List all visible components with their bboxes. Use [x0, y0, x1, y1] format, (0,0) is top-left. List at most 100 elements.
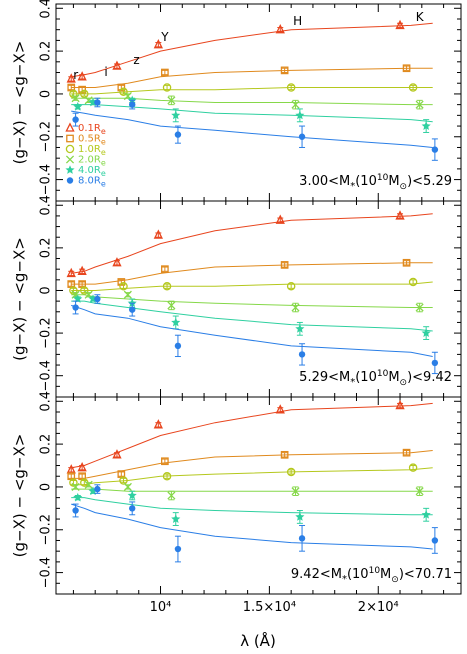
data-point	[119, 87, 128, 97]
panel-3: 0.4 0.2 0 −0.2 −0.4 (g−X) − <g−X> 9.42<M*(1010…	[11, 391, 462, 595]
legend-marker	[65, 165, 75, 174]
data-point	[162, 471, 172, 481]
panel-1: 0.4 0.2 0 −0.2 −0.4 (g−X) − <g−X> 3.00<M*(1010…	[11, 0, 462, 202]
data-point	[171, 514, 181, 523]
series-0.5Re	[67, 64, 433, 94]
data-point	[275, 404, 285, 414]
annotation-part: 9.42<M	[291, 567, 342, 582]
series-8.0Re	[71, 484, 439, 563]
legend-marker	[66, 134, 74, 143]
data-point	[174, 342, 182, 350]
data-point	[73, 101, 83, 111]
series-0.5Re	[67, 258, 433, 288]
model-line	[71, 450, 433, 479]
model-line	[71, 67, 433, 88]
data-point	[421, 328, 431, 337]
y-tick-label: 0.4	[39, 195, 54, 216]
data-point	[286, 83, 296, 92]
panel-frame	[55, 200, 462, 398]
legend-subscript: e	[101, 169, 106, 178]
data-point	[431, 146, 439, 153]
band-label-z: z	[133, 53, 139, 67]
data-point	[171, 110, 181, 120]
data-point	[123, 290, 132, 299]
annotation-part: *	[350, 377, 355, 388]
data-point	[402, 448, 411, 457]
data-point	[117, 83, 126, 92]
legend-marker	[66, 177, 74, 184]
data-point	[421, 121, 431, 130]
data-point	[72, 304, 79, 311]
legend-subscript: e	[101, 159, 106, 168]
annotation-part: ⊙	[400, 182, 408, 192]
annotation-part: )<70.71	[399, 567, 452, 582]
y-tick-label: −0.4	[39, 360, 54, 392]
data-point	[167, 491, 176, 500]
data-point	[112, 449, 122, 459]
legend-label: 2.0Re	[78, 155, 106, 168]
legend-marker	[65, 144, 75, 154]
data-point	[129, 505, 136, 512]
band-label-i: i	[104, 65, 107, 79]
data-point	[280, 66, 289, 75]
annotation-part: (10	[355, 370, 377, 385]
band-label-r: r	[73, 68, 78, 82]
series-8.0Re	[71, 294, 439, 375]
y-tick-label: 0	[39, 286, 54, 294]
data-point	[94, 295, 101, 303]
model-line	[71, 488, 433, 492]
data-point	[80, 89, 89, 99]
x-tick-labels: 10⁴ 1.5×10⁴ 2×10⁴	[150, 600, 399, 615]
data-point	[295, 512, 305, 521]
model-line	[71, 300, 433, 332]
annotation-part: M	[388, 370, 399, 385]
y-tick-label: 0.2	[39, 238, 54, 259]
data-point	[280, 450, 289, 459]
data-point	[275, 214, 285, 224]
legend-subscript: e	[101, 148, 106, 157]
data-point	[167, 301, 176, 310]
x-tick-label: 1.5×10⁴	[243, 600, 296, 615]
data-point	[129, 306, 136, 313]
y-tick-label: −0.2	[39, 121, 54, 153]
band-label-H: H	[293, 14, 302, 28]
data-point	[395, 19, 405, 30]
data-point	[174, 131, 182, 138]
annotation-part: )<9.42	[407, 370, 452, 385]
data-point	[71, 94, 80, 103]
data-point	[415, 100, 424, 109]
data-point	[80, 286, 89, 295]
data-point	[298, 133, 306, 140]
model-line	[71, 213, 433, 274]
data-point	[94, 99, 101, 106]
annotation-part: 10	[369, 566, 381, 576]
annotation-part: 10	[377, 369, 389, 379]
data-point	[69, 286, 78, 295]
data-point	[402, 258, 411, 267]
annotation-part: (10	[347, 567, 369, 582]
data-point	[402, 64, 411, 73]
data-point	[71, 482, 80, 491]
y-axis-label: (g−X) − <g−X>	[11, 41, 29, 165]
annotation-part: 3.00<M	[299, 174, 350, 189]
model-line	[71, 497, 433, 516]
y-tick-label: −0.2	[39, 514, 54, 546]
y-tick-label: 0.2	[39, 434, 54, 455]
model-line	[71, 22, 433, 78]
data-point	[171, 317, 181, 327]
data-point	[162, 83, 172, 92]
annotation-part: (10	[355, 174, 377, 189]
data-point	[77, 265, 87, 275]
data-point	[275, 24, 285, 34]
series-2.0Re	[71, 290, 433, 313]
y-tick-label: −0.4	[39, 557, 54, 589]
data-point	[295, 110, 305, 120]
annotation-part: M	[388, 174, 399, 189]
series-0.1Re	[66, 210, 433, 278]
legend-label: 1.0Re	[78, 144, 106, 157]
series-0.5Re	[67, 448, 433, 481]
annotation-part: 10	[377, 173, 389, 183]
data-point	[112, 60, 122, 70]
y-tick-label: 0.2	[39, 41, 54, 62]
data-point	[117, 278, 126, 286]
